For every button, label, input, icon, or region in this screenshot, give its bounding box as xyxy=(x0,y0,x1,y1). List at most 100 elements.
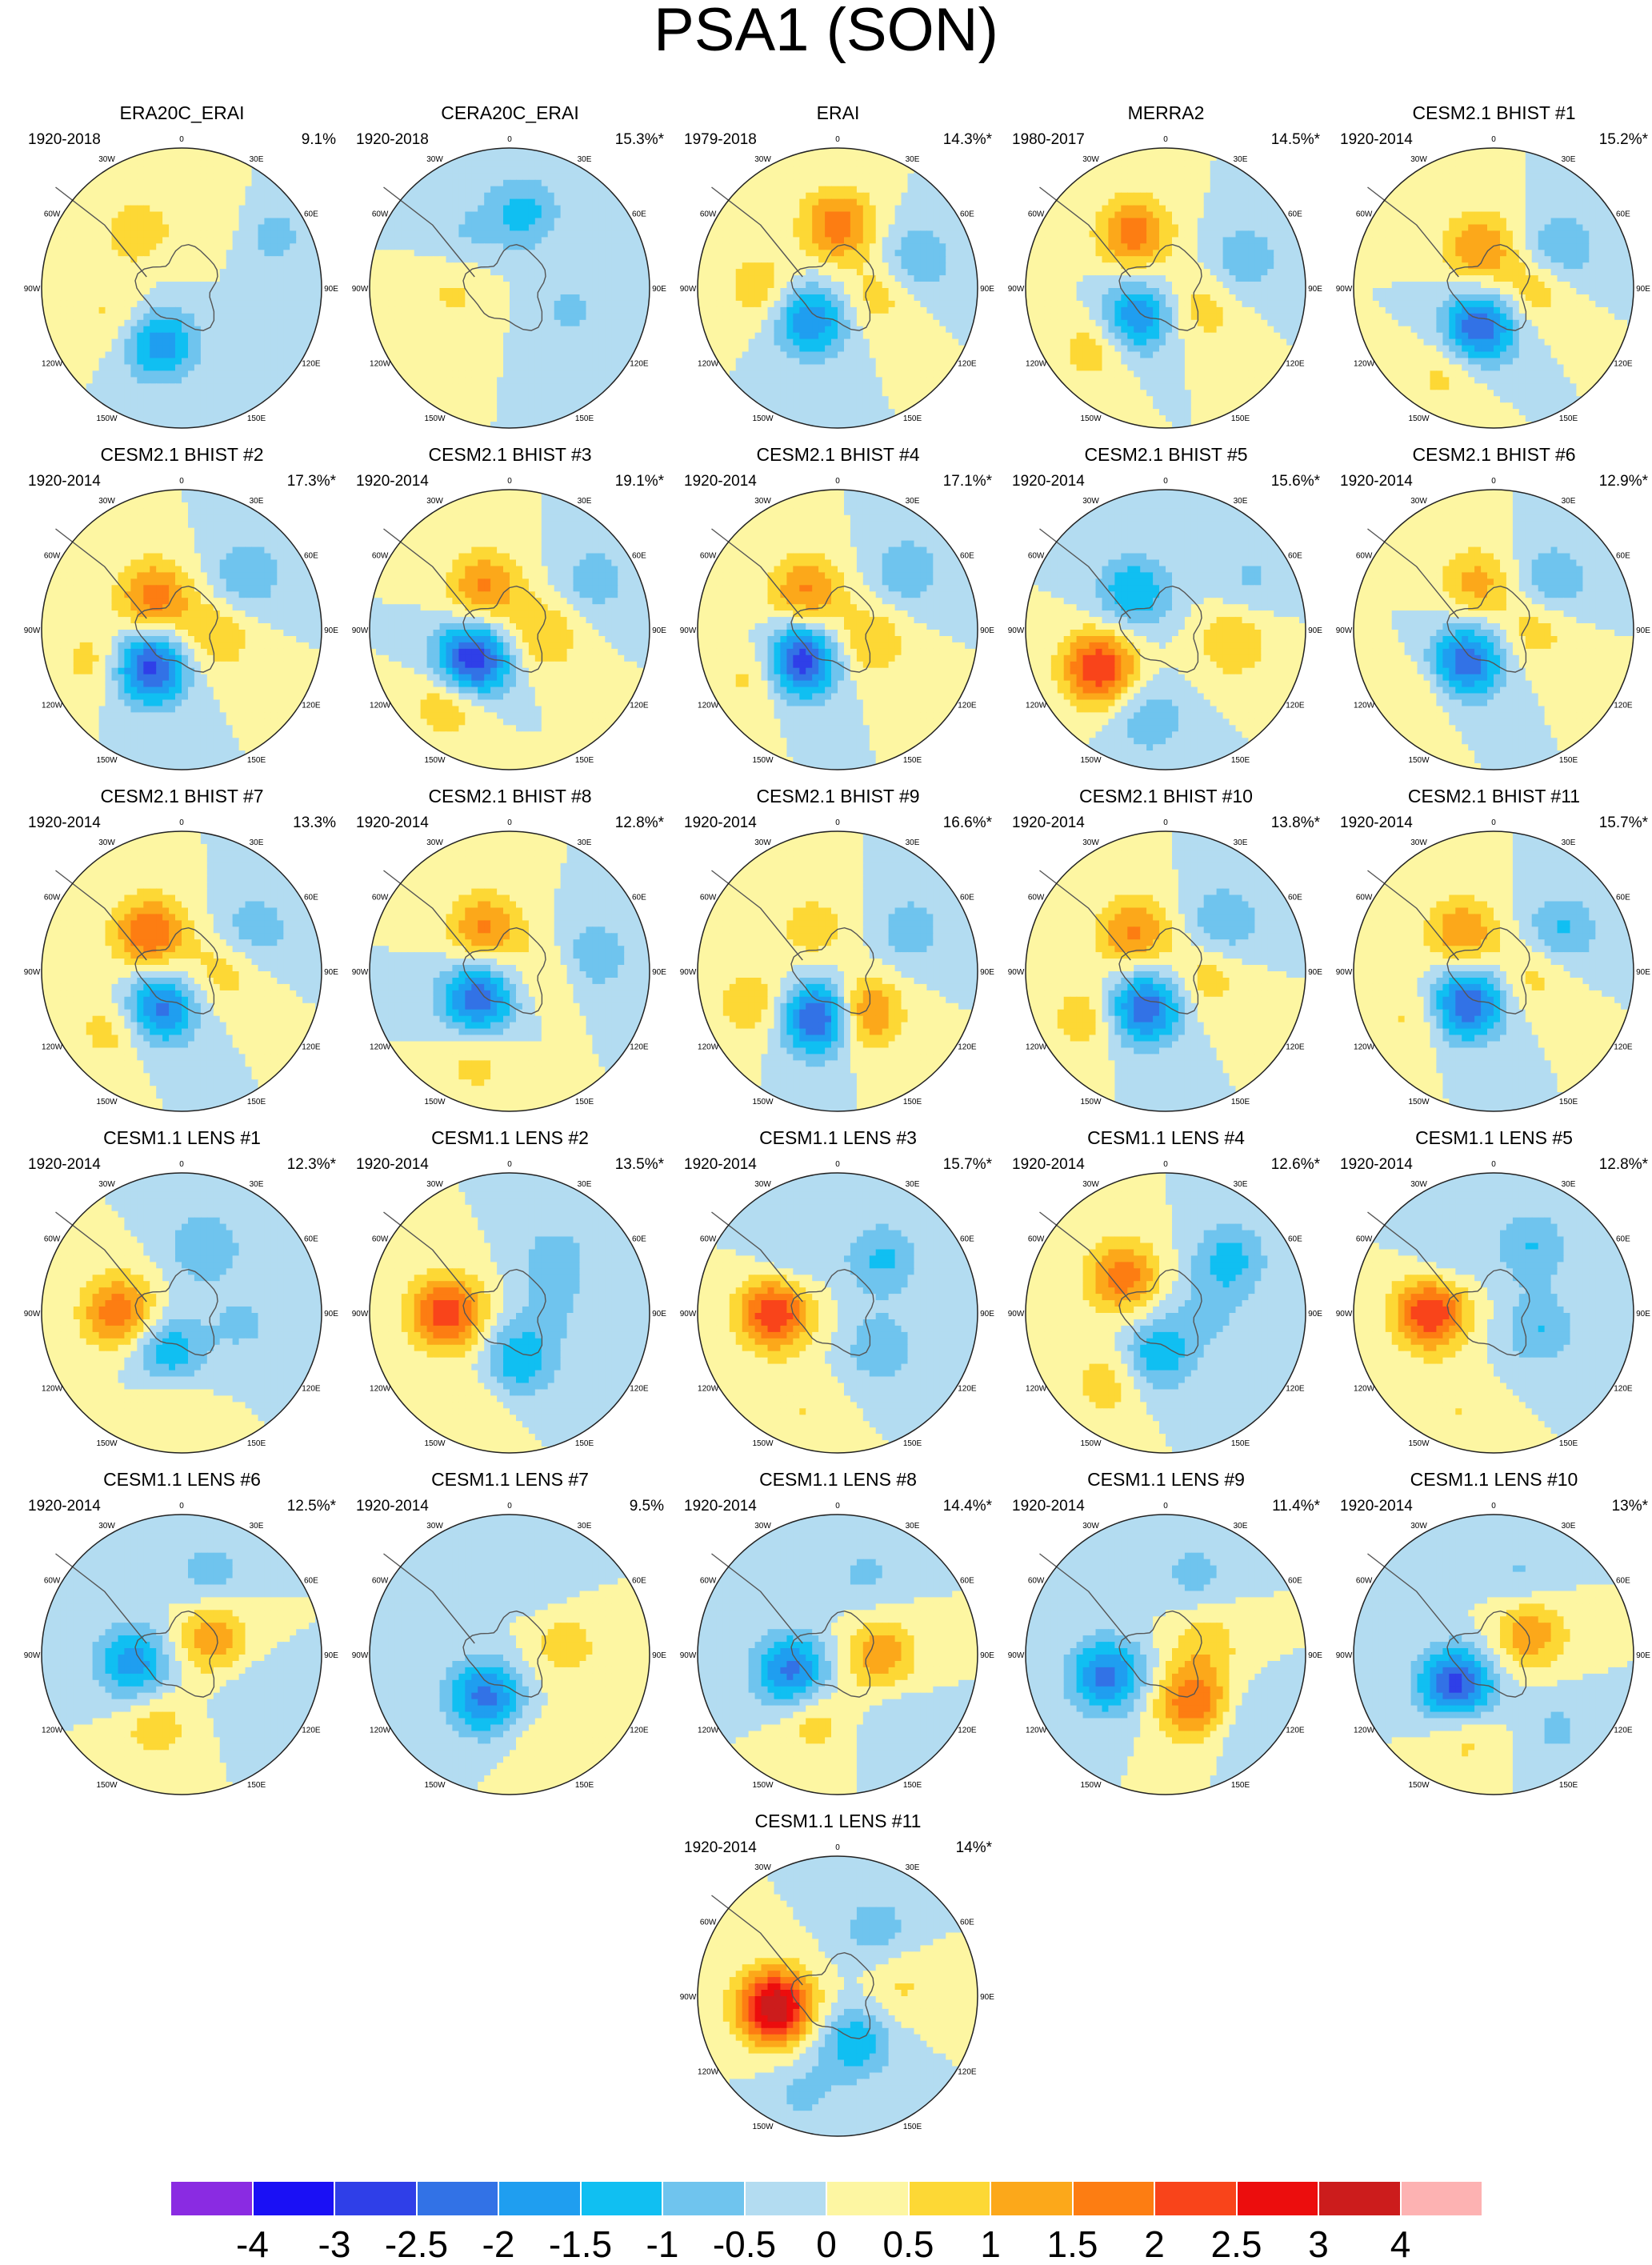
field-cell xyxy=(465,167,472,174)
field-cell xyxy=(926,212,934,219)
field-cell xyxy=(598,218,606,226)
field-cell xyxy=(806,370,813,378)
field-cell xyxy=(774,377,782,384)
field-cell xyxy=(395,377,402,384)
field-cell xyxy=(522,365,530,372)
field-cell xyxy=(156,352,163,359)
field-cell xyxy=(376,282,383,289)
field-cell xyxy=(850,256,858,263)
field-cell xyxy=(440,212,447,219)
field-cell xyxy=(736,225,743,232)
panel-period: 1920-2018 xyxy=(28,131,101,149)
field-cell xyxy=(831,352,838,359)
field-cell xyxy=(402,320,409,327)
field-cell xyxy=(175,256,182,263)
field-cell xyxy=(870,206,877,213)
field-cell xyxy=(150,174,157,181)
field-cell xyxy=(730,358,737,366)
field-cell xyxy=(376,320,383,327)
field-cell xyxy=(535,383,542,390)
field-cell xyxy=(402,256,409,263)
field-cell xyxy=(908,377,915,384)
field-cell xyxy=(484,230,491,238)
field-cell xyxy=(704,307,711,314)
field-cell xyxy=(561,339,568,346)
field-cell xyxy=(188,161,195,168)
field-cell xyxy=(226,212,234,219)
field-cell xyxy=(137,314,144,321)
field-cell xyxy=(446,256,454,263)
field-cell xyxy=(630,275,638,282)
field-cell xyxy=(143,307,150,314)
field-cell xyxy=(630,333,638,340)
field-cell xyxy=(118,358,126,366)
field-cell xyxy=(561,346,568,353)
field-cell xyxy=(99,333,106,340)
field-cell xyxy=(277,377,284,384)
field-cell xyxy=(567,320,574,327)
field-cell xyxy=(427,383,434,390)
field-cell xyxy=(452,288,459,295)
field-cell xyxy=(831,301,838,308)
field-cell xyxy=(233,326,240,334)
field-cell xyxy=(762,390,769,397)
field-cell xyxy=(421,365,428,372)
field-cell xyxy=(736,294,743,302)
field-cell xyxy=(586,333,594,340)
field-cell xyxy=(382,301,390,308)
field-cell xyxy=(156,402,163,410)
field-cell xyxy=(465,402,472,410)
field-cell xyxy=(831,396,838,403)
field-cell xyxy=(958,339,966,346)
field-cell xyxy=(933,237,940,244)
field-cell xyxy=(768,390,775,397)
field-cell xyxy=(143,409,150,416)
field-cell xyxy=(233,333,240,340)
field-cell xyxy=(434,370,441,378)
field-cell xyxy=(799,230,806,238)
field-cell xyxy=(156,237,163,244)
field-cell xyxy=(86,320,94,327)
field-cell xyxy=(730,230,737,238)
field-cell xyxy=(226,402,234,410)
field-cell xyxy=(870,377,877,384)
field-cell xyxy=(844,390,851,397)
field-cell xyxy=(946,307,953,314)
field-cell xyxy=(749,346,756,353)
field-cell xyxy=(175,282,182,289)
field-cell xyxy=(857,365,864,372)
field-cell xyxy=(194,377,202,384)
field-cell xyxy=(806,237,813,244)
field-cell xyxy=(188,167,195,174)
field-cell xyxy=(723,307,730,314)
field-cell xyxy=(478,256,485,263)
field-cell xyxy=(207,402,214,410)
field-cell xyxy=(93,218,100,226)
field-cell xyxy=(382,339,390,346)
field-cell xyxy=(548,358,555,366)
field-cell xyxy=(939,307,946,314)
field-cell xyxy=(408,288,415,295)
field-cell xyxy=(838,167,845,174)
field-cell xyxy=(434,199,441,206)
field-cell xyxy=(207,243,214,250)
field-cell xyxy=(806,383,813,390)
field-cell xyxy=(786,237,794,244)
field-cell xyxy=(471,288,478,295)
field-cell xyxy=(812,409,819,416)
field-cell xyxy=(774,262,782,270)
field-cell xyxy=(580,326,587,334)
field-cell xyxy=(503,294,510,302)
field-cell xyxy=(452,269,459,276)
field-cell xyxy=(818,333,826,340)
field-cell xyxy=(736,237,743,244)
field-cell xyxy=(80,333,87,340)
field-cell xyxy=(535,161,542,168)
field-cell xyxy=(421,167,428,174)
field-cell xyxy=(124,396,131,403)
field-cell xyxy=(220,282,227,289)
field-cell xyxy=(188,307,195,314)
field-cell xyxy=(99,256,106,263)
field-cell xyxy=(484,250,491,257)
field-cell xyxy=(427,294,434,302)
